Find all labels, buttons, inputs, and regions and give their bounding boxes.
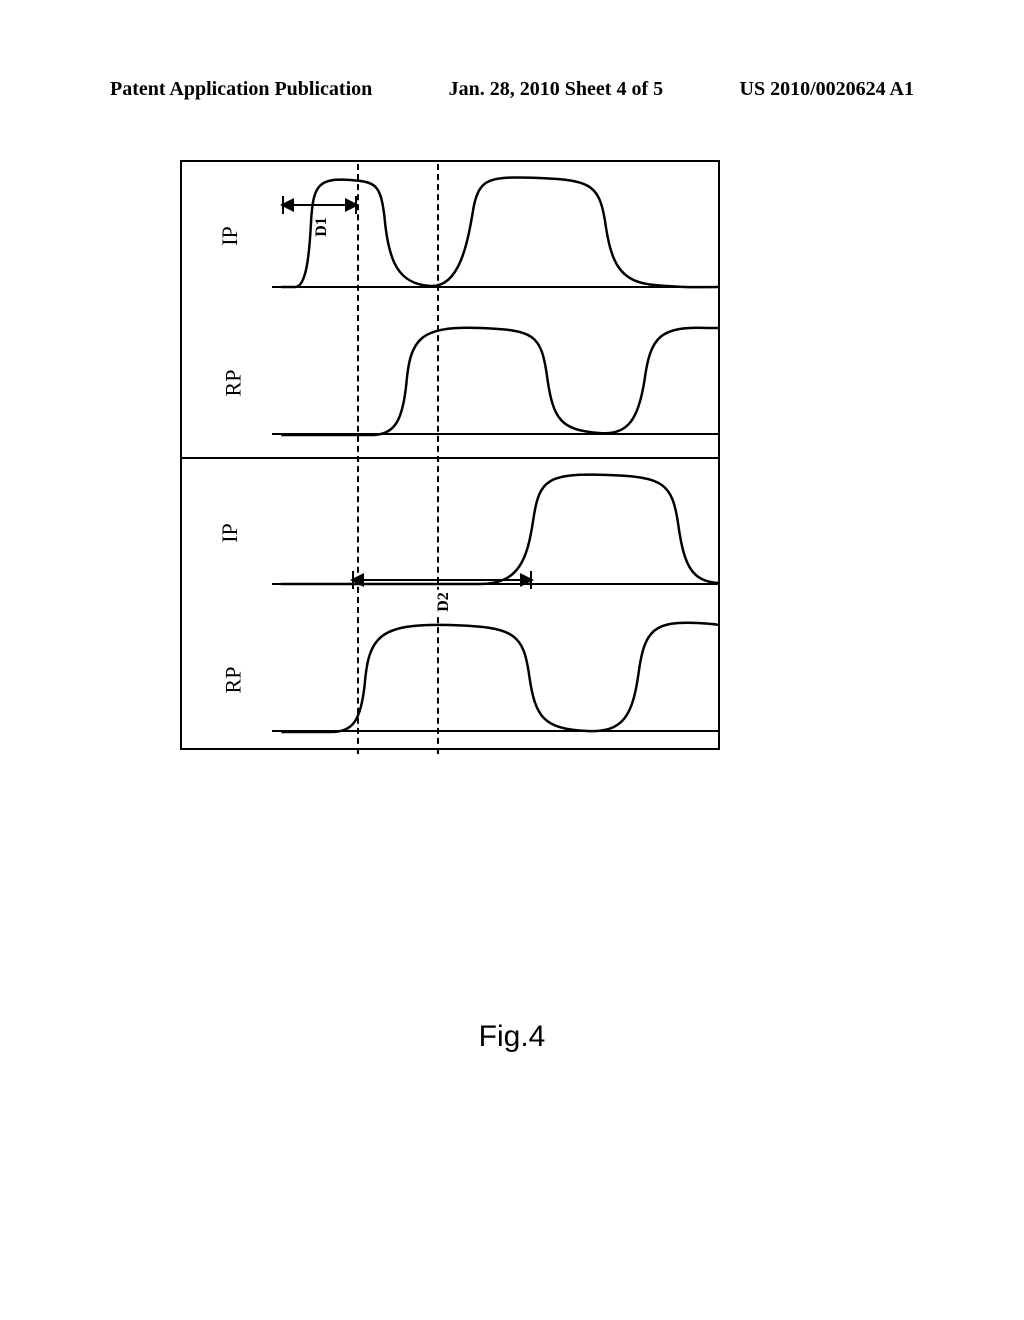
trace-row: RP	[182, 310, 718, 458]
figure-caption: Fig.4	[0, 1020, 1024, 1054]
trace-row: IP	[182, 162, 718, 310]
figure-diagram: IP RP D1 IP RP D2	[180, 160, 720, 750]
header-right: US 2010/0020624 A1	[740, 78, 914, 101]
dimension-label: D2	[435, 590, 453, 614]
page-header: Patent Application Publication Jan. 28, …	[0, 78, 1024, 101]
panel-1: IP RP D1	[182, 162, 718, 457]
trace-label: IP	[217, 523, 243, 543]
trace-label: IP	[217, 226, 243, 246]
header-center: Jan. 28, 2010 Sheet 4 of 5	[449, 78, 663, 101]
panel-2: IP RP D2	[182, 457, 718, 752]
trace-row: RP	[182, 607, 718, 755]
dimension-label: D1	[312, 215, 330, 239]
trace-label: RP	[220, 667, 246, 694]
reference-line-2	[437, 164, 439, 754]
reference-line-1	[357, 164, 359, 754]
trace-label: RP	[220, 370, 246, 397]
dimension-arrow	[352, 579, 532, 581]
baseline	[272, 286, 718, 288]
baseline	[272, 730, 718, 732]
baseline	[272, 583, 718, 585]
trace-row: IP	[182, 459, 718, 607]
header-left: Patent Application Publication	[110, 78, 372, 101]
baseline	[272, 433, 718, 435]
dimension-arrow	[282, 204, 357, 206]
